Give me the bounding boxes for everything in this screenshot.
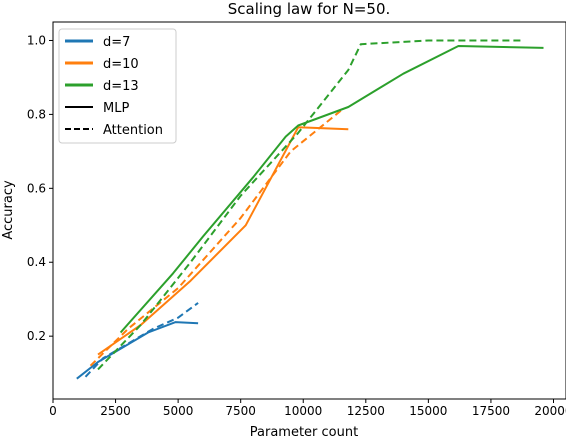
y-tick-label: 1.0 xyxy=(27,33,46,47)
series-line-d7-mlp xyxy=(76,321,199,380)
series-line-d7-attention xyxy=(84,302,199,378)
x-tick-label: 17500 xyxy=(472,404,510,418)
chart-title: Scaling law for N=50. xyxy=(228,0,391,18)
legend-label: Attention xyxy=(103,123,163,138)
y-tick-label: 0.6 xyxy=(27,181,46,195)
y-tick-label: 0.4 xyxy=(27,255,46,269)
y-axis-label: Accuracy xyxy=(1,180,16,240)
legend-box xyxy=(58,28,177,144)
x-tick-label: 5000 xyxy=(163,404,194,418)
y-axis: 0.2 0.4 0.6 0.8 1.0 xyxy=(27,33,53,343)
y-tick-label: 0.8 xyxy=(27,107,46,121)
x-tick-label: 7500 xyxy=(225,404,256,418)
legend-label: d=7 xyxy=(103,35,130,50)
legend-label: d=10 xyxy=(103,57,139,72)
legend: d=7 d=10 d=13 MLP Attention xyxy=(58,28,177,144)
legend-label: d=13 xyxy=(103,79,139,94)
series-line-d13-mlp xyxy=(119,45,544,334)
y-tick-label: 0.2 xyxy=(27,329,46,343)
plot-frame xyxy=(52,21,566,400)
series-line-d13-attention xyxy=(97,39,524,371)
series-line-d10-attention xyxy=(89,109,342,367)
legend-label: MLP xyxy=(103,101,129,116)
x-tick-label: 10000 xyxy=(284,404,322,418)
x-tick-label: 15000 xyxy=(409,404,447,418)
series-line-d10-mlp xyxy=(97,126,349,356)
series-layer xyxy=(76,39,544,380)
x-tick-label: 12500 xyxy=(347,404,385,418)
x-tick-label: 2500 xyxy=(100,404,131,418)
x-tick-label: 0 xyxy=(49,404,57,418)
x-axis-label: Parameter count xyxy=(250,425,358,438)
